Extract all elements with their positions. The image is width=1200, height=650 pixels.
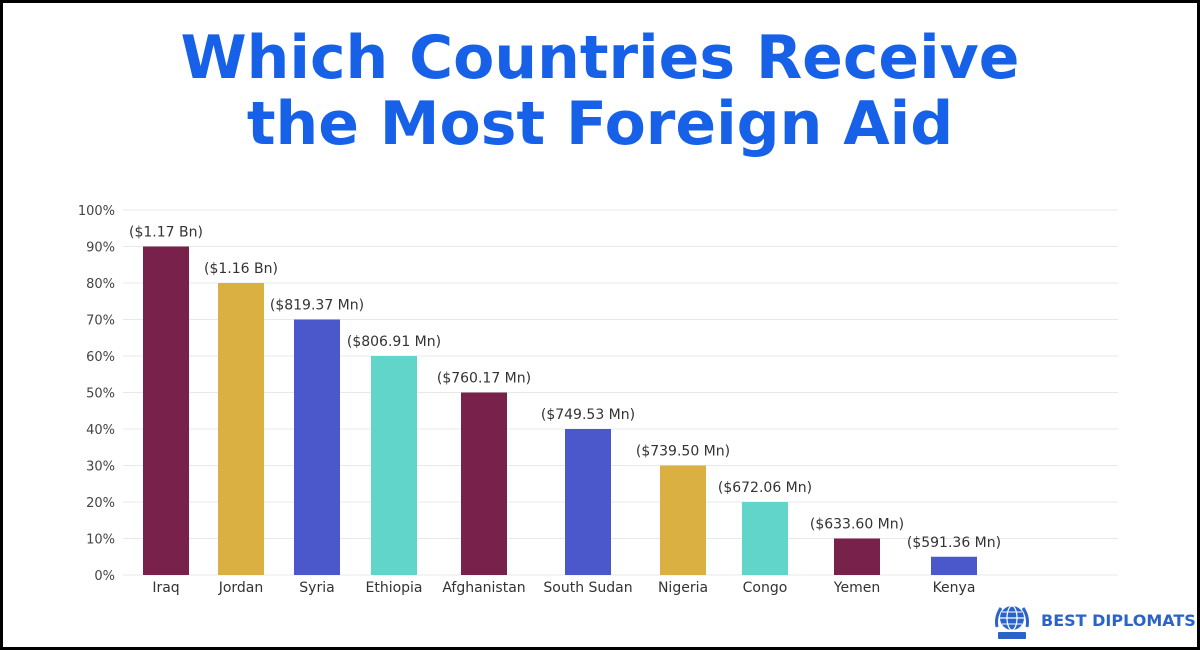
- bar: [294, 319, 340, 575]
- bar-value-label: ($806.91 Mn): [347, 334, 441, 350]
- bar: [218, 283, 264, 575]
- x-category-label: Kenya: [933, 580, 976, 596]
- y-tick-label: 90%: [86, 241, 115, 256]
- y-tick-label: 10%: [86, 533, 115, 548]
- bar: [143, 246, 189, 575]
- x-category-label: Nigeria: [658, 580, 708, 596]
- y-tick-label: 50%: [86, 387, 115, 402]
- bar: [834, 538, 880, 575]
- y-tick-label: 20%: [86, 496, 115, 511]
- bar: [565, 429, 611, 575]
- y-tick-label: 100%: [78, 204, 115, 219]
- bar: [660, 465, 706, 575]
- y-tick-label: 80%: [86, 277, 115, 292]
- chart-title: Which Countries Receive the Most Foreign…: [3, 25, 1197, 157]
- bar-value-label: ($1.17 Bn): [129, 225, 203, 241]
- y-tick-label: 0%: [94, 569, 115, 584]
- y-tick-label: 60%: [86, 350, 115, 365]
- y-tick-label: 70%: [86, 314, 115, 329]
- x-category-label: Iraq: [152, 580, 179, 596]
- bar-value-label: ($633.60 Mn): [810, 517, 904, 533]
- bar-value-label: ($749.53 Mn): [541, 407, 635, 423]
- bar-value-label: ($672.06 Mn): [718, 480, 812, 496]
- bar-value-label: ($1.16 Bn): [204, 261, 278, 277]
- y-tick-label: 40%: [86, 423, 115, 438]
- logo: BEST DIPLOMATS: [989, 594, 1196, 646]
- x-category-label: South Sudan: [543, 580, 632, 596]
- bar: [461, 392, 507, 575]
- bar: [931, 556, 977, 575]
- bar-value-label: ($591.36 Mn): [907, 535, 1001, 551]
- x-category-label: Syria: [299, 580, 334, 596]
- x-category-label: Jordan: [218, 580, 264, 596]
- globe-laurel-logo-icon: [995, 605, 1029, 639]
- x-category-label: Afghanistan: [442, 580, 525, 596]
- bar: [742, 502, 788, 575]
- bar: [371, 356, 417, 575]
- bar-value-label: ($760.17 Mn): [437, 371, 531, 387]
- bar-chart: 0% 10% 20% 30% 40% 50% 60% 70% 80% 90% 100% ($1.17 …: [78, 204, 1118, 596]
- y-tick-label: 30%: [86, 460, 115, 475]
- x-category-label: Ethiopia: [365, 580, 422, 596]
- bar-value-label: ($819.37 Mn): [270, 298, 364, 314]
- title-line-2: the Most Foreign Aid: [246, 89, 954, 159]
- x-category-label: Congo: [743, 580, 788, 596]
- x-category-label: Yemen: [833, 580, 880, 596]
- bar-value-label: ($739.50 Mn): [636, 444, 730, 460]
- title-line-1: Which Countries Receive: [180, 23, 1020, 93]
- logo-text: BEST DIPLOMATS: [1041, 610, 1196, 630]
